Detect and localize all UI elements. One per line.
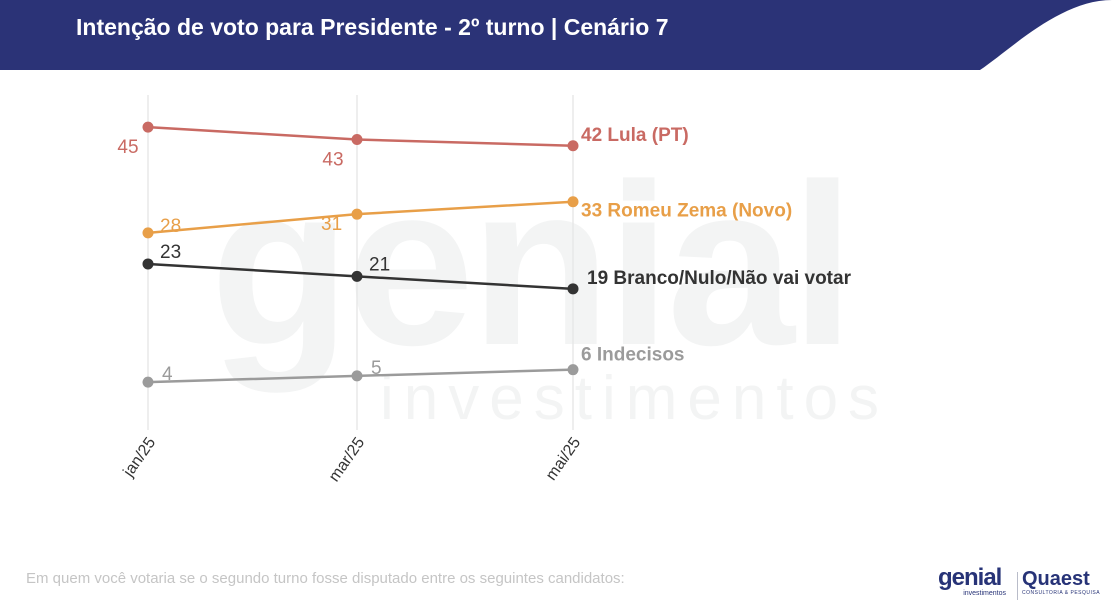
x-tick-label: jan/25	[120, 434, 160, 480]
data-point	[142, 258, 154, 270]
data-label: 28	[160, 216, 181, 237]
header-band-shape	[0, 0, 1112, 70]
quaest-logo: Quaest CONSULTORIA & PESQUISA	[1022, 568, 1102, 597]
x-tick-label: mai/25	[543, 434, 585, 483]
data-label: 31	[321, 214, 342, 235]
data-point	[142, 376, 154, 388]
data-label: 23	[160, 242, 181, 263]
data-label: 21	[369, 254, 390, 275]
series-end-label: 19 Branco/Nulo/Não vai votar	[587, 268, 852, 289]
genial-logo: genial investimentos	[938, 566, 1014, 598]
genial-logo-main: genial	[938, 564, 1002, 591]
data-point	[351, 208, 363, 220]
data-point	[351, 270, 363, 282]
page-title: Intenção de voto para Presidente - 2º tu…	[76, 14, 669, 40]
data-point	[142, 227, 154, 239]
series-end-label: 42 Lula (PT)	[581, 125, 689, 146]
data-label: 4	[162, 364, 173, 385]
series-end-label: 6 Indecisos	[581, 345, 685, 366]
data-point	[351, 370, 363, 382]
data-label: 45	[117, 137, 138, 158]
data-point	[567, 364, 579, 376]
data-label: 43	[322, 150, 343, 171]
genial-logo-sub: investimentos	[963, 590, 1006, 597]
footer-question: Em quem você votaria se o segundo turno …	[26, 570, 625, 587]
header-band	[0, 0, 1112, 70]
logo-separator	[1017, 572, 1018, 600]
data-label: 5	[371, 358, 382, 379]
data-point	[142, 121, 154, 133]
quaest-logo-main: Quaest	[1022, 568, 1090, 590]
quaest-logo-sub: CONSULTORIA & PESQUISA	[1022, 590, 1101, 596]
data-point	[567, 196, 579, 208]
data-point	[567, 140, 579, 152]
data-point	[567, 283, 579, 295]
data-point	[351, 134, 363, 146]
x-tick-label: mar/25	[326, 434, 369, 485]
series-end-label: 33 Romeu Zema (Novo)	[581, 201, 792, 222]
